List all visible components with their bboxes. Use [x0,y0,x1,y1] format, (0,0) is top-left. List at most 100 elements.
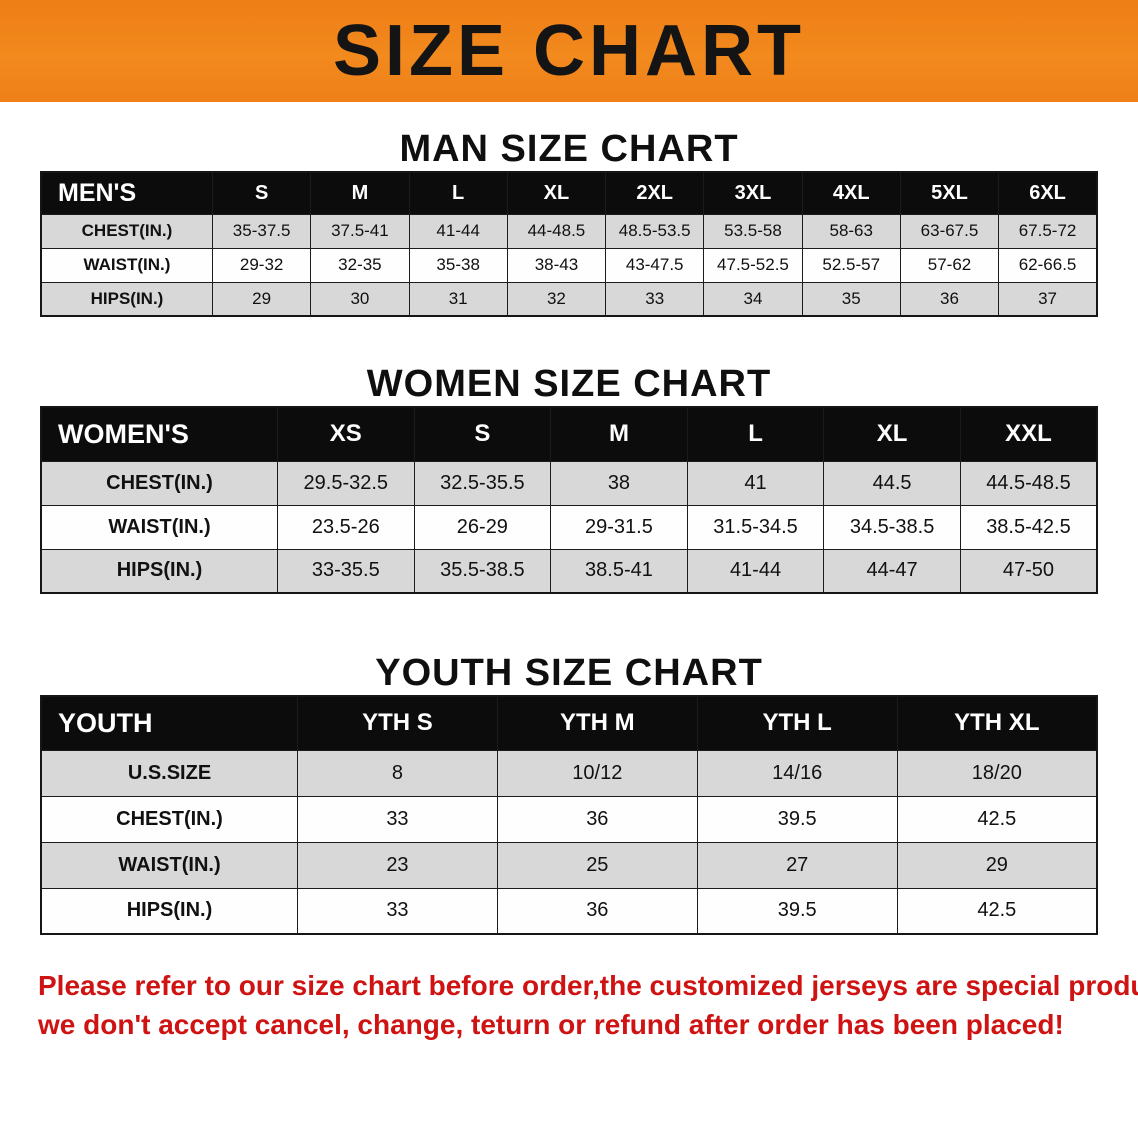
size-column-header: XXL [959,406,1098,462]
size-value: 29-31.5 [550,504,688,550]
table-row: CHEST(IN.) 35-37.5 37.5-41 41-44 44-48.5 48.5… [40,213,1098,249]
size-value: 35-38 [408,247,508,283]
size-value: 32.5-35.5 [413,460,552,506]
size-column-header: L [686,406,825,462]
size-value: 43-47.5 [605,247,705,283]
size-value: 8 [297,749,498,797]
banner-title: SIZE CHART [333,11,805,91]
size-value: 62-66.5 [998,247,1098,283]
row-label: U.S.SIZE [40,749,298,797]
size-value: 23 [297,841,498,889]
size-value: 35 [801,281,901,317]
size-value: 58-63 [801,213,901,249]
size-value: 36 [899,281,1000,317]
table-header-row: YOUTH YTH S YTH M YTH L YTH XL [40,695,1098,751]
size-value: 39.5 [696,795,898,843]
size-value: 57-62 [899,247,1000,283]
size-value: 44-48.5 [506,213,607,249]
youth-size-table: YOUTH YTH S YTH M YTH L YTH XL U.S.SIZE 8 10/12… [40,695,1098,935]
row-label: HIPS(IN.) [40,548,278,594]
table-row: CHEST(IN.) 29.5-32.5 32.5-35.5 38 41 44.5 44.5… [40,460,1098,506]
table-row: WAIST(IN.) 23 25 27 29 [40,841,1098,889]
size-value: 37.5-41 [310,213,410,249]
table-header-row: MEN'S S M L XL 2XL 3XL 4XL 5XL 6XL [40,171,1098,215]
size-value: 33-35.5 [277,548,415,594]
size-column-header: XL [823,406,961,462]
row-label: WAIST(IN.) [40,504,278,550]
size-value: 25 [496,841,698,889]
row-label: CHEST(IN.) [40,795,298,843]
size-column-header: M [310,171,410,215]
row-label: WAIST(IN.) [40,247,213,283]
table-row: HIPS(IN.) 29 30 31 32 33 34 35 36 37 [40,281,1098,317]
size-value: 14/16 [696,749,898,797]
size-column-header: XL [506,171,607,215]
table-corner-label: WOMEN'S [40,406,278,462]
size-column-header: 6XL [998,171,1098,215]
size-value: 32 [506,281,607,317]
size-column-header: XS [277,406,415,462]
size-value: 29 [896,841,1098,889]
size-value: 38-43 [506,247,607,283]
size-chart-banner: SIZE CHART [0,0,1138,102]
size-value: 48.5-53.5 [605,213,705,249]
size-column-header: M [550,406,688,462]
size-value: 38 [550,460,688,506]
order-notice-line-1: Please refer to our size chart before or… [38,970,1138,1001]
table-corner-label: MEN'S [40,171,213,215]
table-row: HIPS(IN.) 33-35.5 35.5-38.5 38.5-41 41-44 44-… [40,548,1098,594]
size-value: 37 [998,281,1098,317]
size-value: 44.5 [823,460,961,506]
size-value: 38.5-41 [550,548,688,594]
size-value: 18/20 [896,749,1098,797]
row-label: WAIST(IN.) [40,841,298,889]
size-column-header: YTH L [696,695,898,751]
table-row: WAIST(IN.) 23.5-26 26-29 29-31.5 31.5-34.5 34… [40,504,1098,550]
size-column-header: YTH M [496,695,698,751]
size-value: 29 [211,281,312,317]
size-value: 33 [605,281,705,317]
size-column-header: 3XL [703,171,803,215]
size-value: 33 [297,795,498,843]
size-value: 23.5-26 [277,504,415,550]
size-column-header: S [413,406,552,462]
order-notice-line-2: we don't accept cancel, change, teturn o… [38,1008,1064,1040]
size-column-header: 2XL [605,171,705,215]
size-value: 47.5-52.5 [703,247,803,283]
size-value: 41 [686,460,825,506]
man-section-heading: MAN SIZE CHART [399,128,739,170]
size-value: 10/12 [496,749,698,797]
size-value: 36 [496,795,698,843]
table-header-row: WOMEN'S XS S M L XL XXL [40,406,1098,462]
size-value: 29.5-32.5 [277,460,415,506]
table-row: CHEST(IN.) 33 36 39.5 42.5 [40,795,1098,843]
order-notice: Please refer to our size chart before or… [38,967,1138,1044]
size-value: 41-44 [408,213,508,249]
size-column-header: YTH XL [896,695,1098,751]
size-value: 26-29 [413,504,552,550]
size-value: 32-35 [310,247,410,283]
size-value: 63-67.5 [899,213,1000,249]
size-value: 47-50 [959,548,1098,594]
row-label: CHEST(IN.) [40,213,213,249]
size-value: 53.5-58 [703,213,803,249]
men-size-table: MEN'S S M L XL 2XL 3XL 4XL 5XL 6XL CHEST(IN.) 35-37… [40,171,1098,317]
row-label: HIPS(IN.) [40,887,298,935]
size-value: 29-32 [211,247,312,283]
size-value: 27 [696,841,898,889]
size-column-header: S [211,171,312,215]
size-value: 38.5-42.5 [959,504,1098,550]
row-label: CHEST(IN.) [40,460,278,506]
row-label: HIPS(IN.) [40,281,213,317]
size-value: 41-44 [686,548,825,594]
size-column-header: YTH S [297,695,498,751]
size-value: 36 [496,887,698,935]
size-column-header: L [408,171,508,215]
size-value: 39.5 [696,887,898,935]
size-value: 35.5-38.5 [413,548,552,594]
size-value: 52.5-57 [801,247,901,283]
size-value: 35-37.5 [211,213,312,249]
size-value: 42.5 [896,887,1098,935]
table-corner-label: YOUTH [40,695,298,751]
